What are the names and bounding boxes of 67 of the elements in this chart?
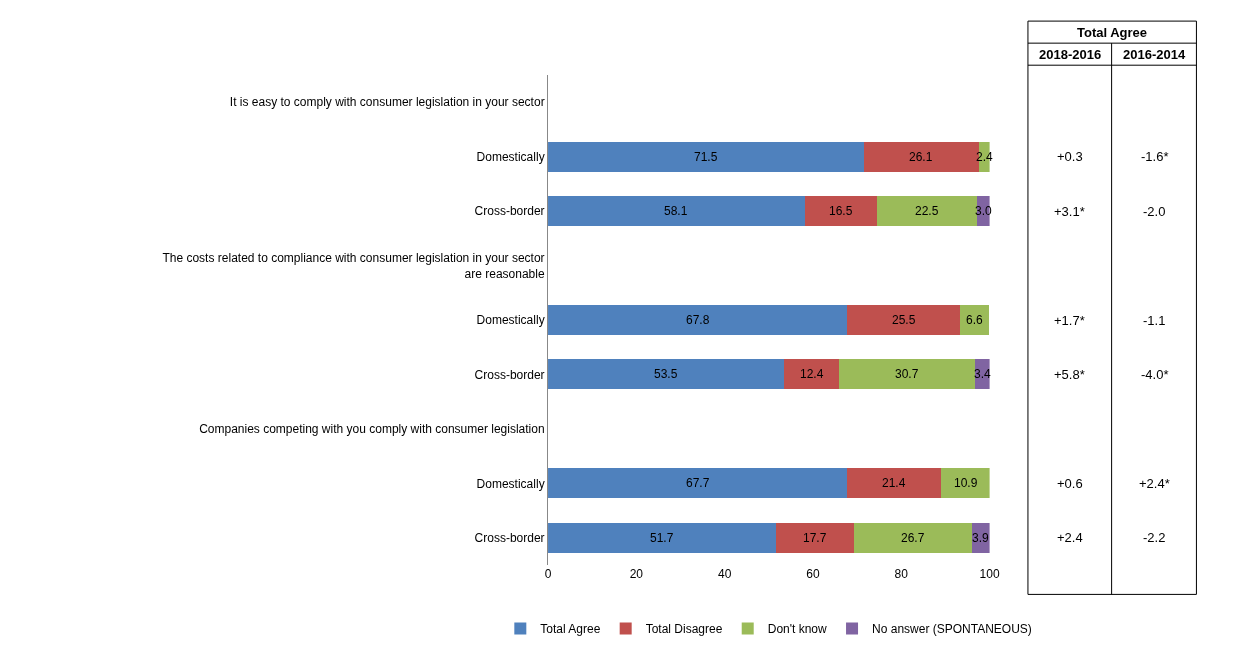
text: 2018-2016 [1039, 47, 1102, 62]
legend-label: No answer (SPONTANEOUS) [872, 622, 1032, 637]
y-tick-label: Companies competing with you comply with consumer legislation [199, 422, 545, 437]
x-tick-label: 20 [629, 567, 644, 581]
legend-label: Total Agree [540, 622, 601, 637]
text: +3.1* [1054, 204, 1085, 219]
x-tick-label: 100 [979, 567, 1000, 581]
text: -2.2 [1143, 530, 1166, 545]
bar [776, 522, 855, 553]
data-label: 21.4 [882, 476, 906, 490]
data-label: 6.6 [966, 313, 984, 327]
data-label: 67.8 [686, 313, 710, 327]
bar [548, 305, 848, 335]
data-label: 30.7 [895, 367, 919, 381]
bar [854, 522, 973, 553]
data-label: 58.1 [664, 204, 688, 218]
text: +1.7* [1054, 313, 1085, 328]
data-label: 67.7 [686, 476, 710, 490]
bar [877, 196, 977, 227]
bar [846, 468, 942, 499]
bar [548, 141, 864, 172]
y-tick-label: Cross-border [474, 530, 545, 545]
y-tick-label: Domestically [476, 149, 545, 164]
y-tick-label: Domestically [476, 313, 545, 328]
text: -2.0 [1143, 204, 1166, 219]
data-label: 22.5 [915, 204, 939, 218]
data-label: 16.5 [829, 204, 853, 218]
x-tick-label: 40 [717, 567, 732, 581]
bar [847, 305, 961, 335]
bar [548, 522, 777, 553]
bar [548, 359, 785, 390]
data-label: 3.9 [972, 531, 990, 545]
y-tick-label: Domestically [476, 476, 545, 491]
bar [941, 468, 990, 499]
data-label: 26.7 [901, 531, 925, 545]
x-tick-label: 80 [894, 567, 909, 581]
text: -1.6* [1141, 149, 1169, 164]
x-tick-label: 60 [806, 567, 820, 581]
data-label: 10.9 [954, 476, 978, 490]
text: +0.6 [1057, 476, 1083, 491]
text: +0.3 [1057, 149, 1083, 164]
text: +5.8* [1054, 367, 1085, 382]
y-tick-label: It is easy to comply with consumer legislation in your sector [229, 95, 545, 110]
y-tick-label: Cross-border [474, 367, 545, 382]
text: Total Agree [1077, 25, 1148, 40]
legend-label: Don't know [767, 622, 828, 637]
y-tick-label: Cross-border [474, 204, 545, 219]
data-label: 17.7 [803, 531, 827, 545]
data-label: 51.7 [650, 531, 674, 545]
data-label: 26.1 [909, 150, 933, 164]
bar [839, 359, 975, 390]
text: -1.1 [1143, 313, 1166, 328]
x-tick-label: 0 [544, 567, 552, 581]
text: -4.0* [1141, 367, 1169, 382]
bar [548, 468, 847, 499]
legend-label: Total Disagree [645, 622, 723, 637]
data-label: 25.5 [892, 313, 916, 327]
text: 2016-2014 [1123, 47, 1186, 62]
data-label: 12.4 [800, 367, 824, 381]
y-tick-label: The costs related to compliance with consumer legislation in your sector are reasonable [162, 250, 545, 281]
bar [804, 196, 878, 227]
bar [784, 359, 840, 390]
bar [548, 196, 805, 227]
data-label: 71.5 [694, 150, 718, 164]
text: +2.4 [1057, 530, 1083, 545]
text: +2.4* [1139, 476, 1170, 491]
data-label: 53.5 [654, 367, 678, 381]
